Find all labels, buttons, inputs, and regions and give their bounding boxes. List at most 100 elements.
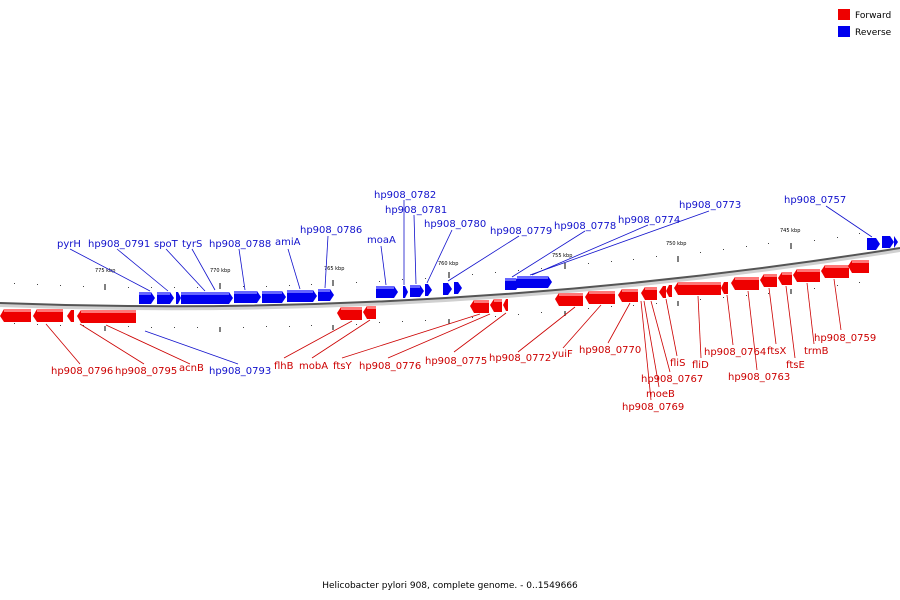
gene-arrow[interactable] [882,236,894,248]
gene-arrow[interactable] [176,292,181,304]
genome-caption: Helicobacter pylori 908, complete genome… [322,581,578,591]
gene-label-spoT[interactable]: spoT [154,239,179,250]
gene-label-hp908-0775[interactable]: hp908_0775 [425,356,487,367]
gene-label-hp908-0778[interactable]: hp908_0778 [554,221,616,232]
gene-arrow[interactable] [77,310,136,323]
gene-arrow[interactable] [867,238,880,250]
legend-forward-label: Forward [855,11,891,21]
gene-arrow[interactable] [470,300,489,313]
gene-arrow[interactable] [821,265,849,278]
gene-arrow[interactable] [721,282,728,294]
legend-reverse-label: Reverse [855,28,892,38]
gene-label-acnB[interactable]: acnB [179,363,204,374]
gene-arrow[interactable] [157,292,174,304]
gene-arrow[interactable] [287,290,317,302]
gene-label-pyrH[interactable]: pyrH [57,239,81,250]
tick-label: 775 kbp [95,268,115,274]
gene-arrow[interactable] [234,291,261,303]
gene-label-hp908-0795[interactable]: hp908_0795 [115,366,177,377]
gene-label-hp908-0788[interactable]: hp908_0788 [209,239,271,250]
gene-arrow[interactable] [490,299,502,312]
gene-label-fliD[interactable]: fliD [692,360,709,371]
gene-arrow[interactable] [674,282,721,295]
gene-label-hp908-0757[interactable]: hp908_0757 [784,195,846,206]
gene-label-ftsX[interactable]: ftsX [767,346,786,357]
gene-arrow[interactable] [555,293,583,306]
gene-arrow[interactable] [410,285,424,297]
gene-label-hp908-0763[interactable]: hp908_0763 [728,372,790,383]
gene-arrow[interactable] [139,292,155,304]
gene-arrow[interactable] [443,283,452,295]
gene-arrow[interactable] [33,309,63,322]
gene-label-yuiF[interactable]: yuiF [552,349,573,360]
gene-arrow[interactable] [659,286,666,298]
gene-arrow[interactable] [894,236,898,248]
tick-label: 760 kbp [438,261,458,267]
minor-dots [14,233,860,328]
gene-arrow[interactable] [425,284,432,296]
gene-label-hp908-0769[interactable]: hp908_0769 [622,402,684,413]
gene-label-hp908-0793[interactable]: hp908_0793 [209,366,271,377]
gene-arrow[interactable] [318,289,334,301]
gene-label-hp908-0779[interactable]: hp908_0779 [490,226,552,237]
gene-label-hp908-0767[interactable]: hp908_0767 [641,374,703,385]
gene-arrow[interactable] [376,286,398,298]
gene-label-hp908-0772[interactable]: hp908_0772 [489,353,551,364]
gene-arrow[interactable] [760,274,777,287]
gene-arrow[interactable] [503,299,508,311]
tick-label: 770 kbp [210,268,230,274]
gene-arrow[interactable] [363,306,376,319]
tick-label: 750 kbp [666,241,686,247]
reverse-leader-lines [69,200,873,365]
gene-label-hp908-0770[interactable]: hp908_0770 [579,345,641,356]
gene-label-mobA[interactable]: mobA [299,361,328,372]
gene-label-ftsE[interactable]: ftsE [786,360,805,371]
gene-label-moaA[interactable]: moaA [367,235,396,246]
forward-labels: hp908_0796 hp908_0795 acnB flhB mobA fts… [51,333,876,413]
gene-label-tyrS[interactable]: tyrS [182,239,202,250]
gene-label-hp908-0764[interactable]: hp908_0764 [704,347,766,358]
gene-arrow[interactable] [793,269,820,282]
gene-label-hp908-0786[interactable]: hp908_0786 [300,225,362,236]
gene-label-hp908-0774[interactable]: hp908_0774 [618,215,680,226]
gene-arrow[interactable] [262,291,286,303]
genome-backbone [0,247,900,308]
gene-arrow[interactable] [454,282,462,294]
gene-label-hp908-0782[interactable]: hp908_0782 [374,190,436,201]
gene-arrow[interactable] [666,285,672,297]
gene-arrow[interactable] [337,307,362,320]
gene-arrow[interactable] [517,276,552,288]
gene-arrow[interactable] [778,272,792,285]
gene-label-flhB[interactable]: flhB [274,361,294,372]
gene-arrow[interactable] [67,310,74,322]
gene-label-ftsY[interactable]: ftsY [333,361,352,372]
scale-marks: 775 kbp 770 kbp 765 kbp 760 kbp 755 kbp … [14,228,860,332]
gene-label-moeB[interactable]: moeB [646,389,675,400]
gene-arrow[interactable] [848,260,869,273]
gene-label-fliS[interactable]: fliS [670,358,685,369]
gene-arrow[interactable] [585,291,615,304]
gene-arrow[interactable] [505,278,520,290]
genome-backbone-shadow [0,248,900,311]
gene-arrow[interactable] [181,292,233,304]
tick-label: 745 kbp [780,228,800,234]
gene-label-hp908-0796[interactable]: hp908_0796 [51,366,113,377]
gene-label-trmB[interactable]: trmB [804,346,829,357]
gene-label-hp908-0781[interactable]: hp908_0781 [385,205,447,216]
reverse-labels: pyrH hp908_0791 spoT tyrS hp908_0788 ami… [57,190,846,377]
gene-label-hp908-0780[interactable]: hp908_0780 [424,219,486,230]
reverse-swatch [838,26,850,37]
gene-label-hp908-0791[interactable]: hp908_0791 [88,239,150,250]
gene-arrow[interactable] [731,277,759,290]
gene-label-hp908-0759[interactable]: hp908_0759 [814,333,876,344]
gene-arrow[interactable] [403,286,408,298]
gene-label-hp908-0776[interactable]: hp908_0776 [359,361,421,372]
gene-arrow[interactable] [641,287,657,300]
gene-label-hp908-0773[interactable]: hp908_0773 [679,200,741,211]
gene-arrow[interactable] [0,309,31,322]
reverse-strand-genes [139,236,898,304]
gene-label-amiA[interactable]: amiA [275,237,301,248]
gene-arrow[interactable] [618,289,638,302]
